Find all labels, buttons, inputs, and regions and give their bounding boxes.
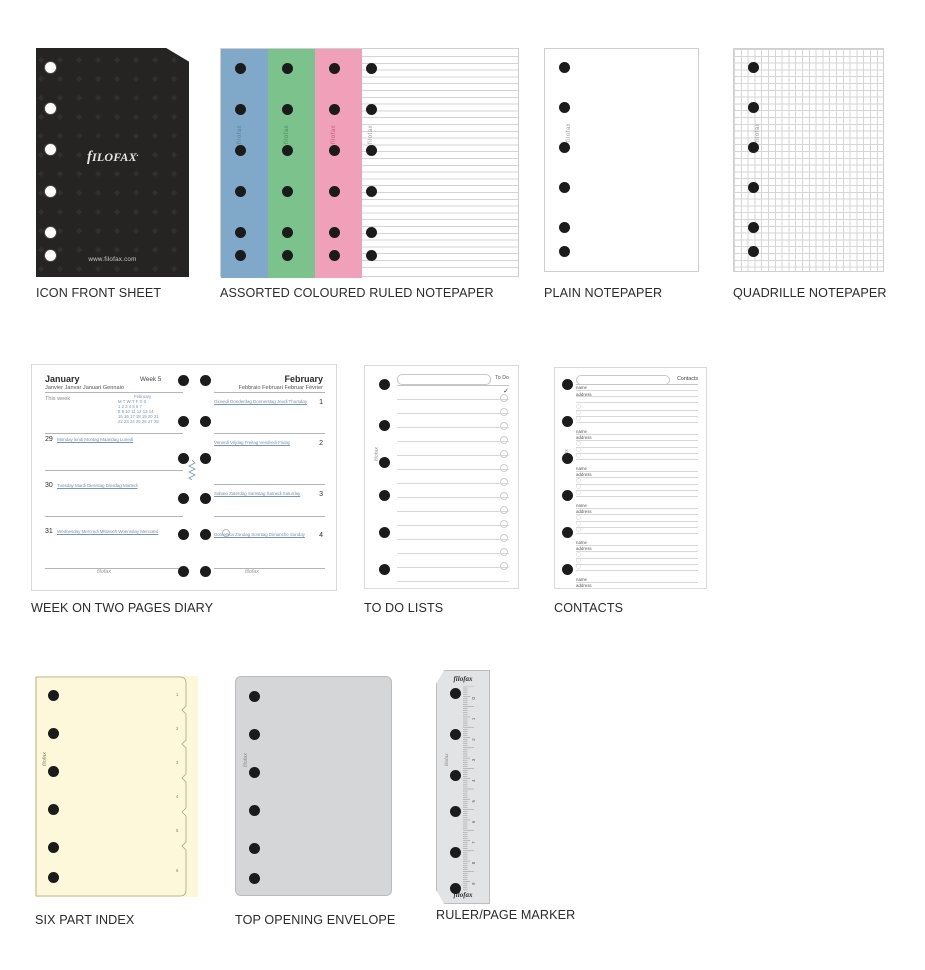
svg-text:0: 0 — [471, 696, 476, 699]
svg-text:8: 8 — [471, 861, 476, 864]
svg-text:3: 3 — [471, 758, 476, 761]
svg-text:4: 4 — [471, 779, 476, 782]
svg-text:1: 1 — [471, 717, 476, 720]
svg-text:7: 7 — [471, 841, 476, 844]
svg-text:5: 5 — [471, 799, 476, 802]
svg-text:2: 2 — [471, 738, 476, 741]
svg-text:6: 6 — [471, 820, 476, 823]
svg-text:9: 9 — [471, 882, 476, 885]
